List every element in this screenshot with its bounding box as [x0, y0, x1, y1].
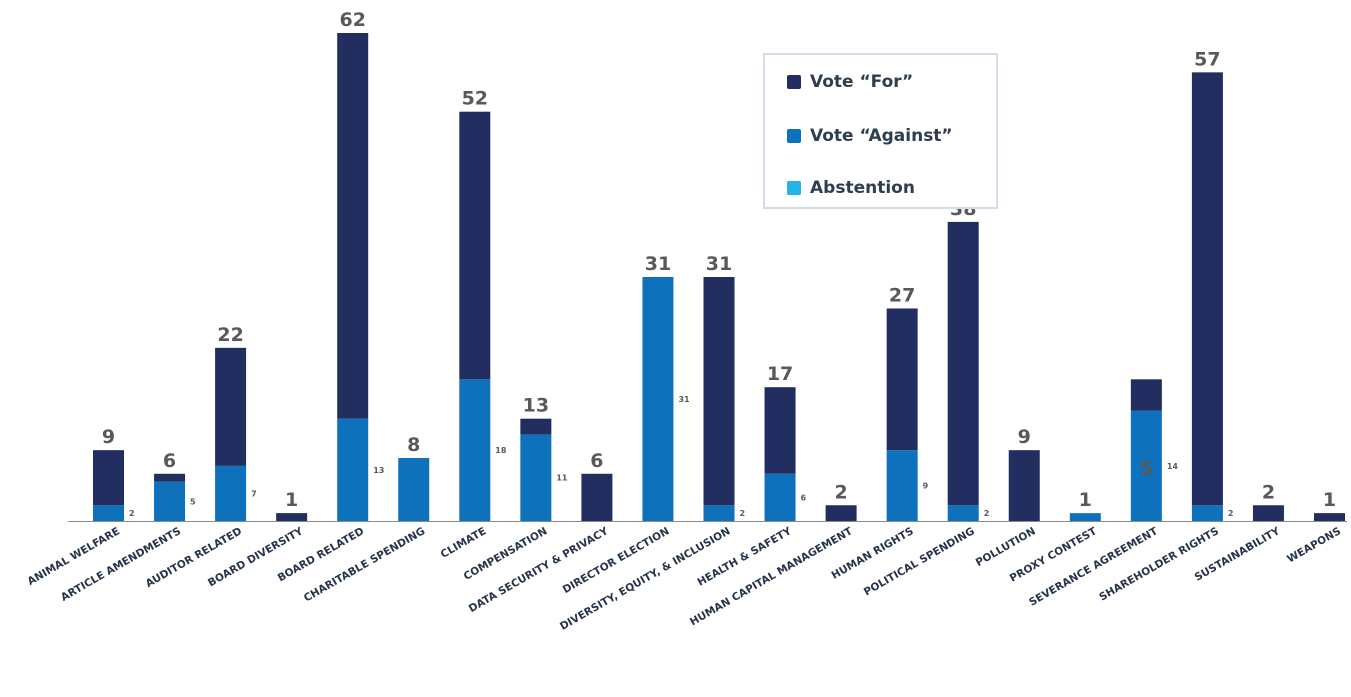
bar-vote-for-diversity-equity-inclusion [703, 277, 735, 506]
bar-vote-against-article-amendments [154, 481, 186, 521]
bar-vote-for-sustainability [1252, 505, 1284, 521]
category-label-article-amendments: ARTICLE AMENDMENTS [59, 525, 183, 604]
bar-vote-against-severance-agreement [1130, 410, 1162, 521]
bar-vote-for-article-amendments [154, 473, 186, 482]
bar-vote-for-data-security-privacy [581, 473, 613, 521]
bar-vote-for-shareholder-rights [1191, 72, 1223, 506]
against-label-auditor-related: 7 [251, 489, 257, 498]
total-label-board-diversity: 1 [285, 489, 298, 511]
total-label-board-related: 62 [339, 9, 365, 31]
bar-vote-for-board-related [337, 33, 369, 419]
against-label-director-election: 31 [678, 395, 690, 404]
bar-vote-for-climate [459, 111, 491, 380]
bar-vote-against-diversity-equity-inclusion [703, 505, 735, 521]
bar-vote-against-proxy-contest [1069, 513, 1101, 521]
legend-swatch-abstention [787, 181, 801, 195]
against-label-severance-agreement: 14 [1167, 462, 1179, 471]
bar-vote-against-animal-welfare [93, 505, 124, 521]
against-label-article-amendments: 5 [190, 497, 196, 506]
total-label-auditor-related: 22 [217, 324, 243, 346]
total-label-data-security-privacy: 6 [590, 450, 603, 472]
bar-vote-against-health-safety [764, 473, 796, 521]
legend-item-abstention: Abstention [787, 178, 915, 198]
total-label-weapons: 1 [1323, 489, 1336, 511]
category-label-charitable-spending: CHARITABLE SPENDING [302, 525, 427, 604]
bar-vote-against-shareholder-rights [1191, 505, 1223, 521]
against-label-human-rights: 9 [923, 482, 929, 491]
against-label-political-spending: 2 [984, 509, 990, 518]
bar-vote-for-severance-agreement [1130, 379, 1162, 411]
bar-vote-against-auditor-related [215, 465, 247, 521]
total-label-pollution: 9 [1018, 426, 1031, 448]
total-label-severance-agreement: 5 [1140, 458, 1153, 480]
legend-label-for: Vote “For” [810, 72, 914, 92]
bar-vote-for-auditor-related [215, 347, 247, 466]
total-label-animal-welfare: 9 [102, 426, 115, 448]
bar-vote-for-animal-welfare [93, 450, 124, 506]
against-label-animal-welfare: 2 [129, 509, 135, 518]
legend-item-against: Vote “Against” [787, 126, 953, 146]
total-label-charitable-spending: 8 [407, 434, 420, 456]
bar-vote-against-climate [459, 379, 491, 521]
bar-vote-for-board-diversity [276, 513, 308, 521]
total-label-proxy-contest: 1 [1079, 489, 1092, 511]
bar-vote-for-pollution [1008, 450, 1040, 521]
legend-swatch-for [787, 75, 801, 89]
against-label-diversity-equity-inclusion: 2 [740, 509, 746, 518]
bar-vote-for-political-spending [947, 221, 979, 506]
total-label-shareholder-rights: 57 [1194, 48, 1220, 70]
legend-label-abstention: Abstention [810, 178, 915, 198]
against-label-shareholder-rights: 2 [1228, 509, 1234, 518]
category-label-weapons: WEAPONS [1285, 525, 1343, 565]
bar-vote-against-compensation [520, 434, 552, 521]
bars-group [93, 33, 1345, 521]
against-label-climate: 18 [495, 446, 507, 455]
category-label-political-spending: POLITICAL SPENDING [862, 525, 977, 598]
category-label-climate: CLIMATE [439, 525, 489, 561]
total-label-human-rights: 27 [889, 284, 915, 306]
against-label-board-related: 13 [373, 466, 384, 475]
bar-vote-against-charitable-spending [398, 458, 430, 521]
bar-vote-for-human-rights [886, 308, 918, 451]
bar-vote-for-compensation [520, 418, 552, 435]
total-label-health-safety: 17 [767, 363, 793, 385]
bar-vote-against-board-related [337, 418, 369, 521]
bar-vote-against-human-rights [886, 450, 918, 521]
total-label-sustainability: 2 [1262, 481, 1275, 503]
legend-swatch-against [787, 129, 801, 143]
total-labels-group: 9622162852136313117227389155721 [102, 9, 1336, 511]
total-label-climate: 52 [462, 88, 488, 110]
total-label-article-amendments: 6 [163, 450, 176, 472]
legend-label-against: Vote “Against” [810, 126, 953, 146]
legend-item-for: Vote “For” [787, 72, 913, 92]
bar-vote-for-health-safety [764, 387, 796, 474]
bar-vote-against-political-spending [947, 505, 979, 521]
legend: Vote “For” Vote “Against” Abstention [763, 53, 998, 209]
total-label-compensation: 13 [523, 395, 549, 417]
category-label-director-election: DIRECTOR ELECTION [561, 525, 672, 596]
category-label-shareholder-rights: SHAREHOLDER RIGHTS [1097, 525, 1221, 603]
bar-vote-against-director-election [642, 277, 674, 521]
against-label-compensation: 11 [556, 474, 568, 483]
against-label-health-safety: 6 [801, 493, 807, 502]
bar-vote-for-weapons [1314, 513, 1345, 521]
bar-vote-for-human-capital-management [825, 505, 857, 521]
total-label-human-capital-management: 2 [834, 481, 847, 503]
total-label-director-election: 31 [645, 253, 671, 275]
total-label-diversity-equity-inclusion: 31 [706, 253, 732, 275]
